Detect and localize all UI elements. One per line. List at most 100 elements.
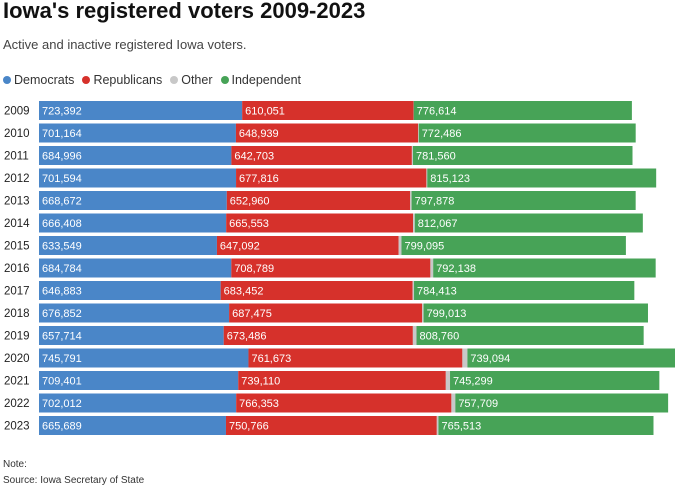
bar-other-2013 [410, 191, 412, 210]
y-tick-label: 2014 [4, 218, 30, 230]
bar-democrats-2022 [39, 393, 237, 413]
bar-republicans-2022 [236, 393, 452, 413]
data-label-republicans: 610,051 [245, 106, 285, 118]
data-label-democrats: 657,714 [42, 331, 82, 343]
data-label-republicans: 761,673 [251, 353, 291, 365]
data-label-independent: 815,123 [430, 173, 470, 185]
bar-independent-2010 [418, 123, 636, 143]
data-label-democrats: 646,883 [42, 286, 82, 298]
bar-democrats-2011 [39, 146, 232, 165]
bar-democrats-2013 [39, 191, 227, 210]
y-tick-label: 2021 [4, 376, 30, 388]
data-label-republicans: 642,703 [234, 151, 274, 163]
data-label-republicans: 673,486 [227, 331, 267, 343]
bar-republicans-2012 [236, 168, 427, 188]
bar-republicans-2009 [242, 101, 414, 120]
data-label-independent: 792,138 [436, 263, 476, 275]
bar-democrats-2016 [39, 258, 232, 278]
data-label-democrats: 665,689 [42, 421, 82, 433]
data-label-independent: 781,560 [416, 151, 456, 163]
bar-republicans-2020 [248, 348, 463, 368]
y-tick-label: 2019 [4, 331, 30, 343]
data-label-republicans: 687,475 [232, 308, 272, 320]
bar-republicans-2015 [216, 236, 399, 255]
y-tick-label: 2020 [4, 353, 30, 365]
data-label-republicans: 708,789 [234, 263, 274, 275]
bar-republicans-2019 [223, 326, 413, 345]
data-label-independent: 808,760 [420, 331, 460, 343]
bar-democrats-2023 [39, 416, 226, 435]
bar-democrats-2012 [39, 168, 237, 188]
y-tick-label: 2018 [4, 308, 30, 320]
data-label-democrats: 702,012 [42, 398, 82, 410]
y-tick-label: 2017 [4, 286, 30, 298]
y-tick-label: 2016 [4, 263, 30, 275]
bar-republicans-2011 [231, 146, 412, 165]
bar-democrats-2020 [39, 348, 249, 368]
bar-other-2020 [462, 348, 468, 368]
data-label-republicans: 766,353 [239, 398, 279, 410]
bar-independent-2014 [414, 213, 643, 233]
y-tick-label: 2022 [4, 398, 30, 410]
data-label-republicans: 750,766 [229, 421, 269, 433]
data-label-democrats: 723,392 [42, 106, 82, 118]
bar-republicans-2010 [235, 123, 419, 143]
data-label-republicans: 648,939 [239, 128, 279, 140]
legend: Democrats Republicans Other Independent [3, 73, 301, 87]
bar-other-2018 [422, 303, 424, 323]
bar-democrats-2017 [39, 281, 221, 300]
y-tick-label: 2013 [4, 196, 30, 208]
footer-note: Note: [3, 459, 27, 470]
legend-item-republicans: Republicans [82, 73, 162, 87]
bar-other-2016 [430, 258, 434, 278]
bar-other-2019 [412, 326, 417, 345]
chart-subtitle: Active and inactive registered Iowa vote… [3, 37, 247, 52]
data-label-democrats: 709,401 [42, 376, 82, 388]
data-label-independent: 772,486 [422, 128, 462, 140]
bar-democrats-2015 [39, 236, 217, 255]
bar-independent-2020 [467, 348, 675, 368]
data-label-republicans: 739,110 [241, 376, 280, 388]
bar-democrats-2021 [39, 371, 239, 390]
legend-label-other: Other [181, 73, 213, 87]
legend-label-independent: Independent [231, 73, 302, 87]
y-tick-label: 2015 [4, 241, 30, 253]
bar-other-2010 [418, 123, 419, 143]
bar-independent-2013 [411, 191, 636, 210]
legend-dot-other [170, 76, 179, 84]
bar-independent-2018 [423, 303, 648, 323]
data-label-democrats: 668,672 [42, 196, 82, 208]
bar-other-2021 [445, 371, 451, 390]
data-label-democrats: 633,549 [42, 241, 82, 253]
data-label-democrats: 676,852 [42, 308, 82, 320]
data-label-independent: 745,299 [453, 376, 493, 388]
data-label-independent: 797,878 [415, 196, 455, 208]
data-label-independent: 799,095 [404, 241, 444, 253]
data-label-democrats: 684,784 [42, 263, 82, 275]
bar-republicans-2018 [229, 303, 423, 323]
y-tick-label: 2011 [4, 151, 29, 163]
bar-other-2011 [411, 146, 414, 165]
bar-other-2022 [451, 393, 456, 413]
bar-independent-2015 [401, 236, 626, 255]
data-label-independent: 765,513 [441, 421, 481, 433]
bar-republicans-2023 [225, 416, 437, 435]
y-tick-label: 2009 [4, 106, 30, 118]
bar-independent-2022 [455, 393, 669, 413]
bar-democrats-2014 [39, 213, 227, 233]
data-label-independent: 784,413 [417, 286, 457, 298]
data-label-independent: 776,614 [417, 106, 457, 118]
data-label-independent: 799,013 [427, 308, 467, 320]
bar-independent-2012 [427, 168, 657, 188]
bar-other-2014 [413, 213, 415, 233]
legend-item-democrats: Democrats [3, 73, 74, 87]
bar-independent-2021 [450, 371, 660, 390]
data-label-democrats: 701,164 [42, 128, 82, 140]
data-label-republicans: 652,960 [230, 196, 270, 208]
bar-independent-2011 [413, 146, 633, 165]
bar-democrats-2018 [39, 303, 230, 323]
bar-independent-2009 [413, 101, 632, 120]
bar-independent-2016 [433, 258, 656, 278]
bar-other-2023 [436, 416, 439, 435]
